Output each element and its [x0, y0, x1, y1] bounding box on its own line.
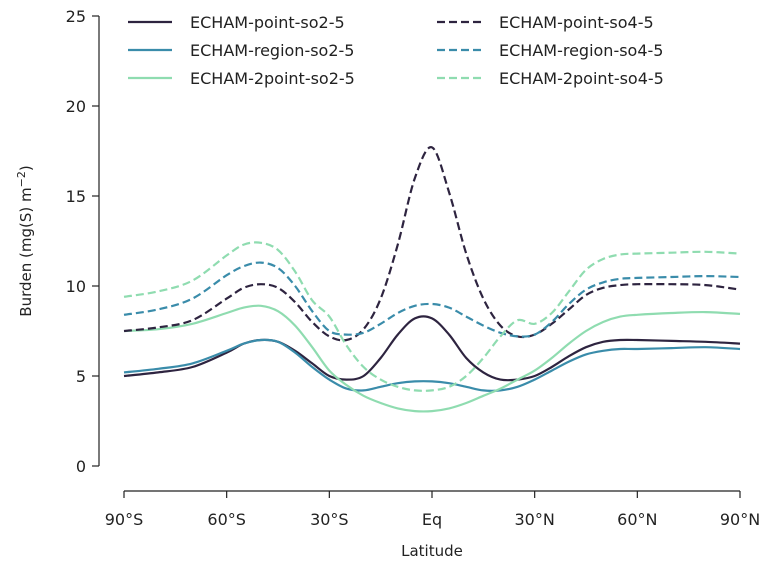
legend-label: ECHAM-2point-so4-5: [499, 69, 664, 88]
x-tick-label: 30°S: [310, 510, 349, 529]
y-tick-label: 20: [66, 97, 86, 116]
y-axis-label-main: Burden (mg(S) m: [17, 187, 35, 316]
series-line-echam-point-so4-5: [123, 146, 741, 342]
x-tick-label: 60°N: [617, 510, 657, 529]
series-line-echam-2point-so2-5: [123, 304, 741, 413]
x-axis-label: Latitude: [401, 542, 463, 560]
x-tick-label: 30°N: [515, 510, 555, 529]
x-tick-label: 90°S: [105, 510, 144, 529]
y-tick-label: 15: [66, 187, 86, 206]
series-line-echam-2point-so4-5: [123, 241, 741, 392]
legend-label: ECHAM-region-so2-5: [190, 41, 354, 60]
legend-label: ECHAM-region-so4-5: [499, 41, 663, 60]
y-axis-label-sup: −2: [15, 171, 28, 187]
legend-label: ECHAM-2point-so2-5: [190, 69, 355, 88]
y-tick-label: 25: [66, 7, 86, 26]
x-tick-label: Eq: [422, 510, 442, 529]
y-tick-label: 0: [76, 457, 86, 476]
y-tick-label: 10: [66, 277, 86, 296]
series-line-echam-region-so4-5: [123, 261, 741, 338]
series-line-echam-region-so2-5: [123, 338, 741, 392]
legend: ECHAM-point-so2-5 ECHAM-region-so2-5 ECHAM…: [128, 13, 664, 88]
x-tick-label: 60°S: [207, 510, 246, 529]
x-axis-ticks: 90°S 60°S 30°S Eq 30°N 60°N 90°N: [105, 491, 760, 529]
y-tick-label: 5: [76, 367, 86, 386]
y-axis-label: Burden (mg(S) m−2): [15, 165, 35, 316]
y-axis-ticks: 0 5 10 15 20 25: [66, 7, 99, 476]
y-axis-label-end: ): [17, 165, 35, 171]
plot-area: [123, 146, 741, 413]
x-tick-label: 90°N: [720, 510, 760, 529]
legend-label: ECHAM-point-so4-5: [499, 13, 654, 32]
legend-label: ECHAM-point-so2-5: [190, 13, 345, 32]
